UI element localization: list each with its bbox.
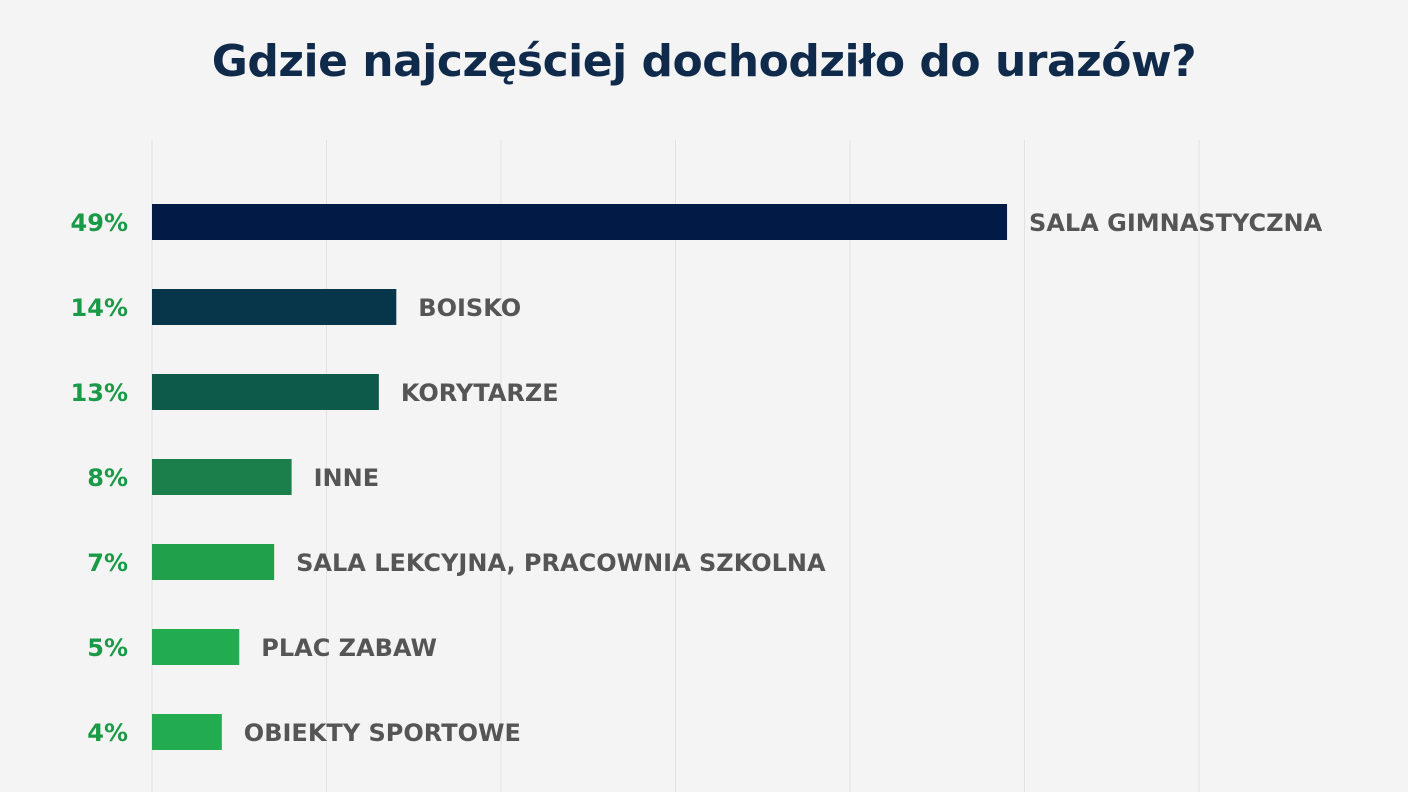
value-label: 4% (87, 719, 128, 747)
value-label: 5% (87, 634, 128, 662)
category-label: OBIEKTY SPORTOWE (244, 719, 521, 747)
bar (152, 289, 397, 325)
chart-title: Gdzie najczęściej dochodziło do urazów? (211, 36, 1197, 87)
category-label: SALA LEKCYJNA, PRACOWNIA SZKOLNA (296, 549, 826, 577)
bar (152, 629, 240, 665)
value-label: 14% (71, 294, 128, 322)
bar (152, 204, 1008, 240)
value-label: 13% (71, 379, 128, 407)
value-label: 8% (87, 464, 128, 492)
category-label: BOISKO (418, 294, 521, 322)
category-label: KORYTARZE (401, 379, 559, 407)
category-label: SALA GIMNASTYCZNA (1029, 209, 1323, 237)
bar (152, 459, 292, 495)
bar (152, 374, 379, 410)
value-label: 7% (87, 549, 128, 577)
bar (152, 714, 222, 750)
bar (152, 544, 275, 580)
category-label: PLAC ZABAW (261, 634, 437, 662)
value-label: 49% (71, 209, 128, 237)
category-label: INNE (314, 464, 380, 492)
